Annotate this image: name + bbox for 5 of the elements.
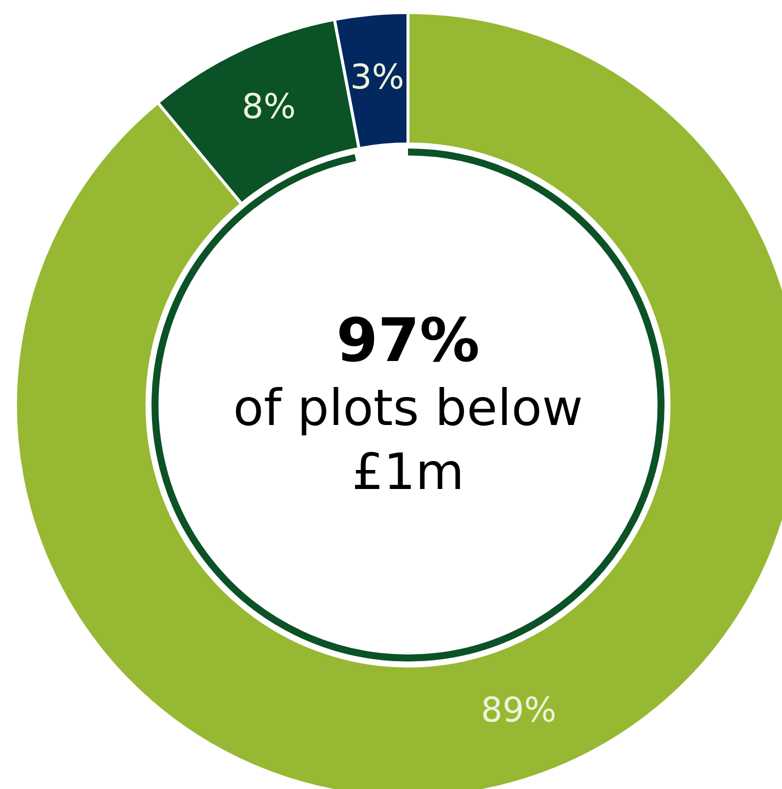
text: of plots below £1m: [232, 378, 584, 503]
data-label: 3%: [350, 58, 404, 98]
data-label: 89%: [480, 690, 556, 730]
text: 97%: [335, 306, 481, 376]
data-label: 8%: [242, 87, 296, 128]
